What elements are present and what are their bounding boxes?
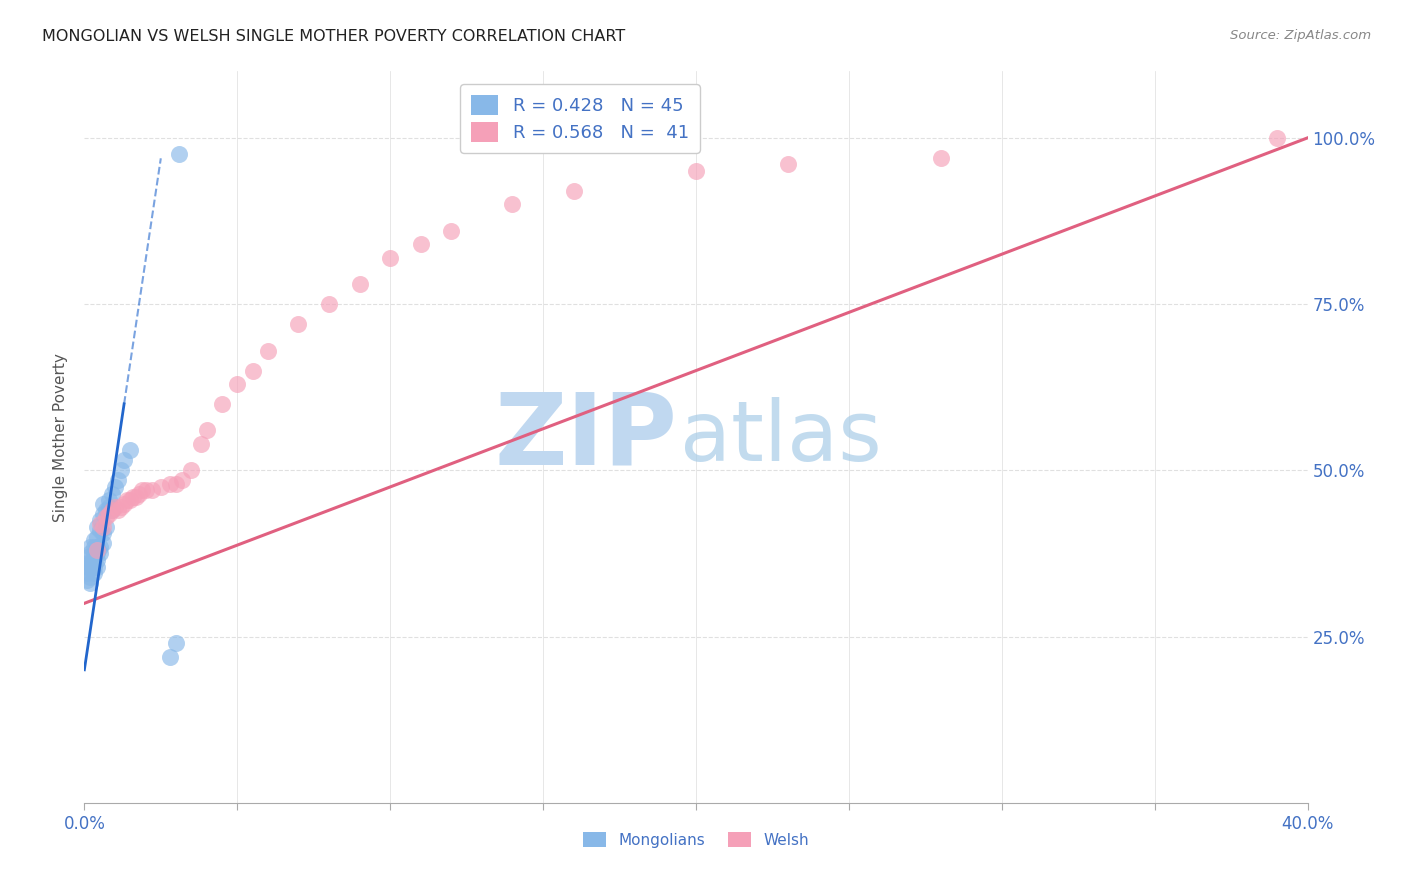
Point	[94, 520, 117, 534]
Point	[226, 376, 249, 391]
Point	[86, 559, 108, 574]
Point	[89, 540, 111, 554]
Point	[180, 463, 202, 477]
Point	[83, 553, 105, 567]
Point	[83, 566, 105, 581]
Point	[86, 553, 108, 567]
Point	[776, 157, 799, 171]
Point	[125, 490, 148, 504]
Point	[195, 424, 218, 438]
Text: ZIP: ZIP	[495, 389, 678, 485]
Point	[107, 473, 129, 487]
Point	[107, 503, 129, 517]
Point	[79, 570, 101, 584]
Point	[122, 490, 145, 504]
Point	[165, 636, 187, 650]
Point	[165, 476, 187, 491]
Point	[349, 277, 371, 292]
Point	[112, 453, 135, 467]
Point	[83, 533, 105, 548]
Point	[120, 493, 142, 508]
Point	[76, 573, 98, 587]
Point	[242, 363, 264, 377]
Point	[79, 546, 101, 560]
Point	[79, 559, 101, 574]
Point	[562, 184, 585, 198]
Point	[97, 507, 120, 521]
Point	[83, 559, 105, 574]
Point	[159, 649, 181, 664]
Point	[110, 463, 132, 477]
Point	[685, 164, 707, 178]
Point	[89, 523, 111, 537]
Point	[91, 526, 114, 541]
Point	[94, 503, 117, 517]
Point	[110, 500, 132, 514]
Point	[79, 557, 101, 571]
Point	[79, 576, 101, 591]
Point	[128, 486, 150, 500]
Point	[101, 503, 124, 517]
Point	[83, 540, 105, 554]
Point	[86, 546, 108, 560]
Point	[502, 197, 524, 211]
Point	[94, 509, 117, 524]
Point	[440, 224, 463, 238]
Point	[76, 559, 98, 574]
Point	[76, 557, 98, 571]
Point	[929, 151, 952, 165]
Point	[135, 483, 157, 498]
Point	[131, 483, 153, 498]
Point	[172, 473, 194, 487]
Point	[86, 530, 108, 544]
Point	[141, 483, 163, 498]
Legend: Mongolians, Welsh: Mongolians, Welsh	[576, 825, 815, 854]
Point	[76, 549, 98, 564]
Point	[149, 480, 172, 494]
Point	[159, 476, 181, 491]
Point	[91, 497, 114, 511]
Text: Source: ZipAtlas.com: Source: ZipAtlas.com	[1230, 29, 1371, 42]
Point	[91, 520, 114, 534]
Point	[91, 536, 114, 550]
Text: MONGOLIAN VS WELSH SINGLE MOTHER POVERTY CORRELATION CHART: MONGOLIAN VS WELSH SINGLE MOTHER POVERTY…	[42, 29, 626, 44]
Point	[91, 507, 114, 521]
Point	[211, 397, 233, 411]
Point	[287, 317, 309, 331]
Point	[318, 297, 340, 311]
Point	[167, 147, 190, 161]
Point	[190, 436, 212, 450]
Point	[79, 540, 101, 554]
Point	[86, 543, 108, 558]
Point	[409, 237, 432, 252]
Point	[86, 520, 108, 534]
Point	[104, 480, 127, 494]
Point	[104, 500, 127, 514]
Y-axis label: Single Mother Poverty: Single Mother Poverty	[53, 352, 69, 522]
Point	[89, 513, 111, 527]
Point	[257, 343, 280, 358]
Point	[1265, 131, 1288, 145]
Point	[76, 566, 98, 581]
Point	[115, 493, 138, 508]
Point	[112, 497, 135, 511]
Text: atlas: atlas	[681, 397, 882, 477]
Point	[89, 546, 111, 560]
Point	[97, 500, 120, 514]
Point	[86, 540, 108, 554]
Point	[83, 546, 105, 560]
Point	[101, 486, 124, 500]
Point	[120, 443, 142, 458]
Point	[89, 516, 111, 531]
Point	[380, 251, 402, 265]
Point	[97, 493, 120, 508]
Point	[101, 503, 124, 517]
